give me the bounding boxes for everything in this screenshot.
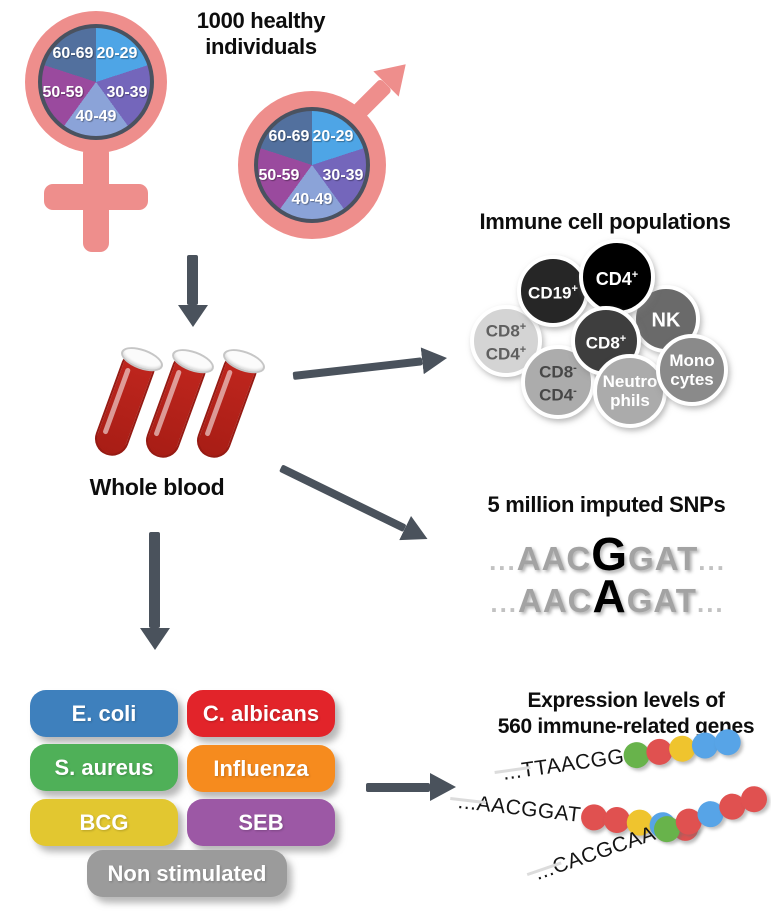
- age-label-50-59: 50-59: [258, 167, 300, 184]
- stimulus-pill-e-coli: E. coli: [30, 690, 178, 737]
- tube-shine: [153, 369, 182, 437]
- arrow-shaft: [187, 255, 199, 305]
- expression-sequence: ...TTAACGG: [501, 744, 626, 785]
- arrow-stimuli-to-expression: [366, 773, 456, 801]
- cell-label-sup: +: [519, 344, 527, 356]
- age-label-20-29: 20-29: [312, 128, 354, 145]
- cell-label: cytes: [670, 370, 714, 389]
- arrow-individuals-to-blood: [178, 255, 208, 327]
- snp-sequence-2: ... AAC A GAT...: [440, 569, 771, 623]
- arrow-head: [421, 345, 449, 375]
- stimulus-pill-s-aureus: S. aureus: [30, 744, 178, 791]
- arrow-blood-to-cells: [291, 345, 448, 389]
- snp-seq-prefix: AAC: [516, 540, 592, 577]
- age-label-40-49: 40-49: [291, 191, 333, 208]
- study-title-line2: individuals: [205, 34, 317, 59]
- study-title-line1: 1000 healthy: [196, 8, 326, 33]
- age-pie-male: 20-29 30-39 40-49 50-59 60-69: [254, 107, 370, 223]
- expression-title-line2: 560 immune-related genes: [497, 715, 755, 738]
- snp-seq-prefix: AAC: [518, 582, 593, 619]
- expression-title-line1: Expression levels of: [527, 689, 725, 712]
- female-cross-horizontal: [44, 184, 148, 210]
- snp-variant-allele: G: [591, 528, 629, 580]
- age-label-40-49: 40-49: [75, 108, 117, 125]
- stimulus-pill-non-stimulated: Non stimulated: [87, 850, 287, 897]
- tube-shine: [102, 367, 131, 435]
- expression-dot-chain: [650, 782, 771, 846]
- stimulus-pill-bcg: BCG: [30, 799, 178, 846]
- age-label-60-69: 60-69: [52, 45, 94, 62]
- cell-label: phils: [610, 391, 650, 410]
- stimulus-pill-c-albicans: C. albicans: [187, 690, 335, 737]
- cell-label: CD19: [528, 283, 572, 303]
- arrow-head: [140, 628, 170, 650]
- arrow-blood-to-stimuli: [140, 532, 170, 650]
- snp-seq-suffix: GAT: [628, 540, 699, 577]
- arrow-shaft: [366, 782, 430, 792]
- cell-label-sup: +: [571, 282, 578, 295]
- expression-row-3: ...CACGCAA: [524, 782, 771, 890]
- cell-label: CD4: [539, 385, 574, 405]
- age-label-50-59: 50-59: [42, 84, 84, 101]
- cell-monocytes: Mono cytes: [656, 334, 728, 406]
- arrow-shaft: [292, 356, 423, 380]
- study-title: 1000 healthy individuals: [161, 8, 361, 60]
- snp-seq-suffix: GAT: [626, 582, 697, 619]
- cell-label: Mono: [669, 351, 715, 370]
- snps-title: 5 million imputed SNPs: [487, 492, 726, 517]
- arrow-shaft: [279, 463, 407, 532]
- snp-ellipsis: ...: [696, 588, 725, 618]
- cell-label: CD4: [595, 268, 632, 289]
- cell-label-sup: -: [573, 362, 577, 375]
- arrow-head: [178, 305, 208, 327]
- cell-label-sup: -: [573, 385, 577, 397]
- arrow-shaft: [149, 532, 161, 628]
- expression-title: Expression levels of 560 immune-related …: [491, 688, 761, 740]
- age-label-30-39: 30-39: [322, 167, 364, 184]
- cell-label: CD8: [585, 333, 620, 353]
- cell-label: CD4: [485, 344, 520, 364]
- expression-sequence: ...CACGCAA: [531, 821, 659, 885]
- cell-cd19: CD19+: [517, 255, 589, 327]
- age-label-30-39: 30-39: [106, 84, 148, 101]
- cell-label: CD8: [539, 363, 574, 382]
- cell-label-sup: +: [519, 321, 527, 334]
- cell-label: CD8: [485, 322, 520, 341]
- snp-ellipsis: ...: [490, 588, 519, 618]
- tube-shine: [204, 369, 233, 437]
- cell-cd4: CD4+: [579, 239, 655, 315]
- stimulus-pill-seb: SEB: [187, 799, 335, 846]
- snp-ellipsis: ...: [698, 546, 726, 576]
- cell-label: Neutro: [602, 372, 658, 391]
- cell-neutrophils: Neutro phils: [593, 354, 667, 428]
- expression-dot-blue: [713, 727, 743, 757]
- immune-cells-title: Immune cell populations: [479, 209, 731, 234]
- stimulus-pill-influenza: Influenza: [187, 745, 335, 792]
- age-label-20-29: 20-29: [96, 45, 138, 62]
- whole-blood-label: Whole blood: [89, 474, 225, 500]
- expression-sequence: ...AACGGAT: [456, 789, 583, 827]
- cell-label: NK: [651, 309, 681, 332]
- snp-sequence-1: ... AAC G GAT...: [440, 527, 771, 581]
- snp-ellipsis: ...: [489, 546, 517, 576]
- snp-variant-allele: A: [592, 570, 627, 622]
- cell-label-sup: +: [619, 332, 627, 345]
- arrow-blood-to-snps: [275, 455, 433, 551]
- age-label-60-69: 60-69: [268, 128, 310, 145]
- cell-label-sup: +: [631, 268, 639, 281]
- arrow-head: [399, 516, 433, 551]
- age-pie-female: 20-29 30-39 40-49 50-59 60-69: [38, 24, 154, 140]
